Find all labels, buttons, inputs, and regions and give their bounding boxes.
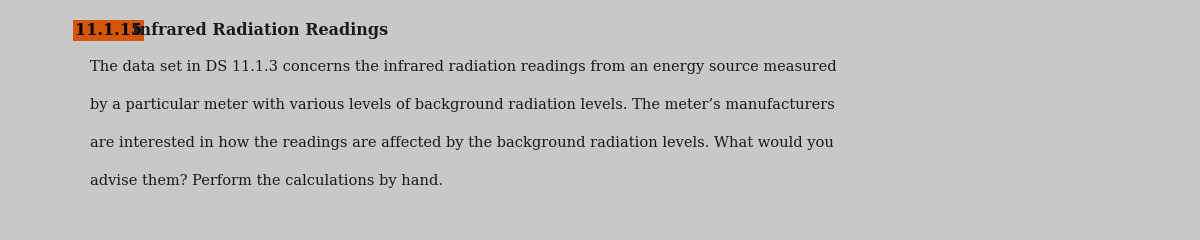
Text: 11.1.15: 11.1.15 [74,22,142,39]
Text: are interested in how the readings are affected by the background radiation leve: are interested in how the readings are a… [90,136,834,150]
Text: The data set in DS 11.1.3 concerns the infrared radiation readings from an energ: The data set in DS 11.1.3 concerns the i… [90,60,836,74]
Text: Infrared Radiation Readings: Infrared Radiation Readings [132,22,388,39]
Text: advise them? Perform the calculations by hand.: advise them? Perform the calculations by… [90,174,443,188]
Text: by a particular meter with various levels of background radiation levels. The me: by a particular meter with various level… [90,98,835,112]
